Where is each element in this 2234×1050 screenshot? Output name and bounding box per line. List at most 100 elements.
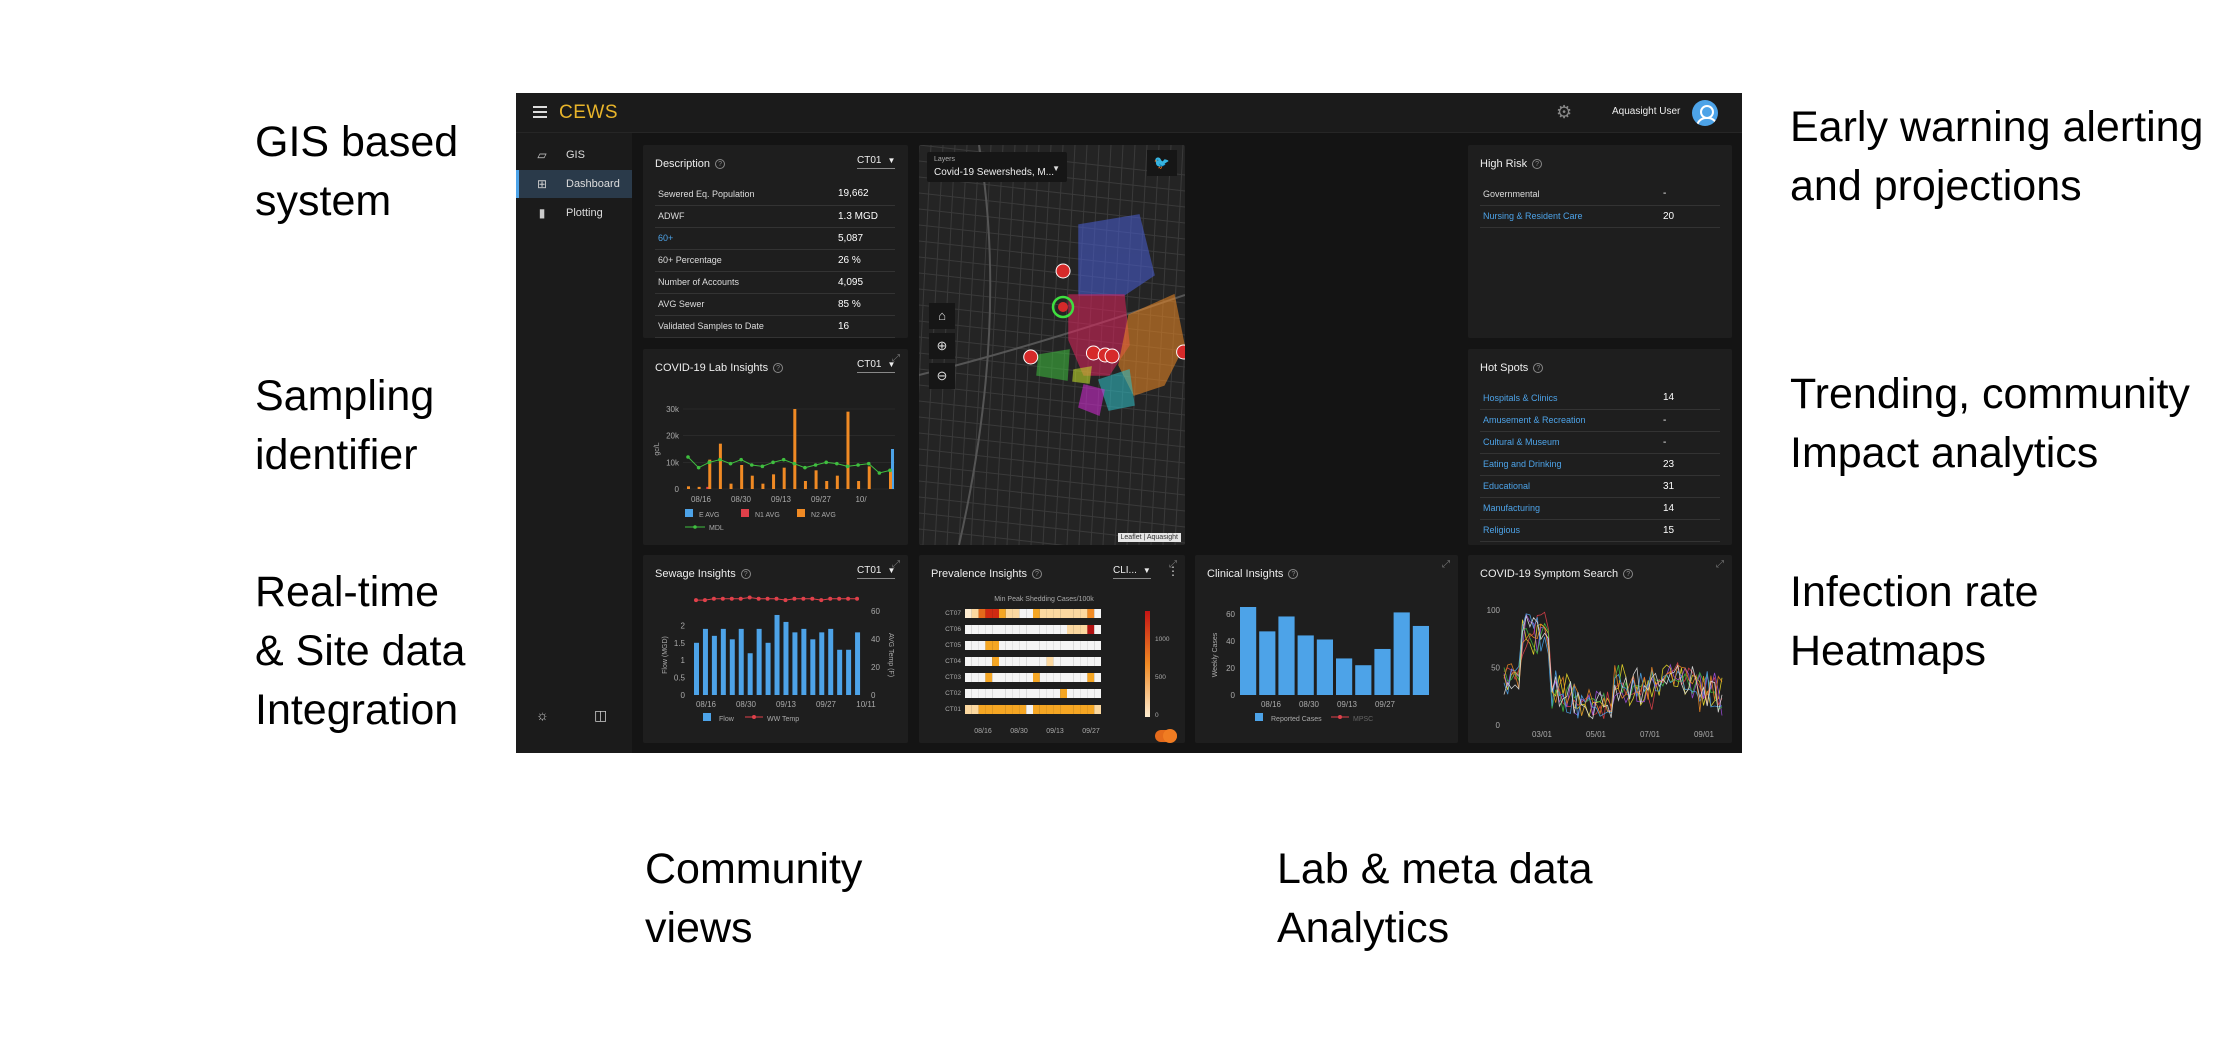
- data-point: [792, 461, 797, 466]
- bar: [702, 628, 708, 695]
- caret-down-icon: ▼: [887, 566, 896, 575]
- row-label[interactable]: Manufacturing: [1480, 497, 1660, 520]
- expand-icon[interactable]: ⤢: [1169, 559, 1177, 570]
- heatmap-cell: [971, 641, 979, 650]
- heatmap-cell: [1080, 625, 1088, 634]
- row-label[interactable]: Hospitals & Clinics: [1480, 387, 1660, 410]
- row-label[interactable]: Educational: [1480, 475, 1660, 498]
- panel-title: Sewage Insights?: [655, 568, 751, 580]
- row-label: CT01: [945, 706, 961, 713]
- heatmap-cell: [1026, 609, 1033, 618]
- twitter-icon[interactable]: 🐦: [1147, 150, 1177, 176]
- heatmap-cell: [1019, 609, 1027, 618]
- row-label[interactable]: Amusement & Recreation: [1480, 409, 1660, 432]
- sidebar-item-dashboard[interactable]: ⊞ Dashboard: [516, 170, 632, 198]
- grid-icon: ⊞: [536, 177, 548, 191]
- bar: [855, 632, 861, 695]
- caret-down-icon: ▼: [887, 156, 896, 165]
- row-value: -: [1660, 409, 1720, 432]
- sidebar-item-plotting[interactable]: ▮ Plotting: [516, 199, 632, 227]
- axis-label: AVG Temp (F): [887, 633, 894, 677]
- help-icon[interactable]: ?: [1288, 569, 1299, 580]
- row-label[interactable]: 60+: [655, 227, 835, 250]
- row-label[interactable]: Eating and Drinking: [1480, 453, 1660, 476]
- bar: [846, 649, 852, 695]
- row-label: CT07: [945, 610, 961, 617]
- help-icon[interactable]: ?: [1532, 159, 1543, 170]
- tick-label: 0.5: [674, 674, 686, 683]
- zoom-in-icon[interactable]: ⊕: [929, 333, 955, 359]
- heatmap-cell: [1087, 609, 1095, 618]
- row-label[interactable]: Religious: [1480, 519, 1660, 542]
- more-vertical-icon[interactable]: ⋮: [1167, 564, 1179, 578]
- heatmap-cell: [1073, 657, 1081, 666]
- selected-site-ring: [1051, 295, 1075, 319]
- data-point: [718, 457, 722, 462]
- data-point: [694, 598, 698, 603]
- site-select[interactable]: CT01 ▼: [857, 155, 896, 169]
- data-point: [824, 460, 829, 465]
- tick-label: 0: [681, 691, 686, 700]
- layers-select[interactable]: Layers Covid-19 Sewersheds, M... ▼: [927, 152, 1067, 182]
- tick-label: 08/16: [691, 495, 712, 504]
- heatmap-cell: [965, 609, 972, 618]
- row-label[interactable]: Nursing & Resident Care: [1480, 205, 1660, 228]
- table-row: Educational 31: [1480, 475, 1720, 498]
- menu-icon[interactable]: [533, 106, 547, 118]
- home-icon[interactable]: ⌂: [929, 303, 955, 329]
- brightness-icon[interactable]: ☼: [536, 707, 549, 723]
- data-point: [738, 596, 743, 601]
- help-icon[interactable]: ?: [740, 569, 751, 580]
- help-icon[interactable]: ?: [1533, 363, 1544, 374]
- sidebar-item-label: Plotting: [566, 207, 603, 219]
- heatmap-cell: [985, 705, 993, 714]
- heatmap-cell: [1033, 705, 1040, 714]
- high-risk-table: Governmental - Nursing & Resident Care 20: [1480, 183, 1720, 228]
- table-row: AVG Sewer 85 %: [655, 293, 895, 316]
- panel-toggle-icon[interactable]: ◫: [594, 707, 608, 723]
- site-select[interactable]: CT01 ▼: [857, 359, 896, 373]
- expand-icon[interactable]: ⤢: [1442, 559, 1450, 570]
- tick-label: 05/01: [1586, 730, 1607, 739]
- heatmap-cell: [1012, 641, 1020, 650]
- bar: [694, 642, 699, 695]
- heatmap-cell: [985, 609, 993, 618]
- map-canvas[interactable]: [919, 145, 1185, 545]
- help-icon[interactable]: ?: [715, 159, 726, 170]
- sidebar-item-gis[interactable]: ▱ GIS: [516, 141, 632, 169]
- heatmap-toggle[interactable]: [1155, 729, 1177, 743]
- metric-select[interactable]: CLI... ▼: [1113, 565, 1151, 579]
- heatmap-cell: [1053, 641, 1061, 650]
- expand-icon[interactable]: ⤢: [1716, 559, 1724, 570]
- help-icon[interactable]: ?: [1032, 569, 1042, 580]
- street: [1042, 145, 1064, 545]
- tick-label: 20: [871, 663, 880, 672]
- high-risk-panel: High Risk? Governmental - Nursing & Reside…: [1468, 145, 1732, 338]
- data-point: [856, 463, 860, 467]
- table-row: Sewered Eq. Population 19,662: [655, 183, 895, 206]
- callout-lab: Lab & meta data Analytics: [1277, 845, 1593, 952]
- bar: [729, 639, 735, 695]
- avatar[interactable]: [1692, 100, 1718, 126]
- table-row: Validated Samples to Date 16: [655, 315, 895, 338]
- heatmap-cell: [1033, 625, 1040, 634]
- table-row: Governmental -: [1480, 183, 1720, 206]
- axis-label: Flow (MGD): [662, 636, 669, 674]
- site-marker-icon: [1176, 344, 1185, 360]
- expand-icon[interactable]: ⤢: [892, 353, 900, 364]
- gear-icon[interactable]: ⚙: [1556, 102, 1573, 122]
- heatmap-cell: [1060, 657, 1067, 666]
- help-icon[interactable]: ?: [1623, 569, 1634, 580]
- site-select[interactable]: CT01 ▼: [857, 565, 896, 579]
- heatmap-cell: [1060, 641, 1067, 650]
- help-icon[interactable]: ?: [773, 363, 784, 374]
- zoom-out-icon[interactable]: ⊖: [929, 363, 955, 389]
- row-label[interactable]: Cultural & Museum: [1480, 431, 1660, 454]
- heatmap-cell: [1053, 705, 1061, 714]
- bar: [1297, 635, 1314, 695]
- street: [919, 145, 932, 396]
- legend-label: Reported Cases: [1271, 716, 1322, 723]
- expand-icon[interactable]: ⤢: [892, 559, 900, 570]
- street: [1054, 145, 1076, 545]
- street: [919, 496, 1185, 528]
